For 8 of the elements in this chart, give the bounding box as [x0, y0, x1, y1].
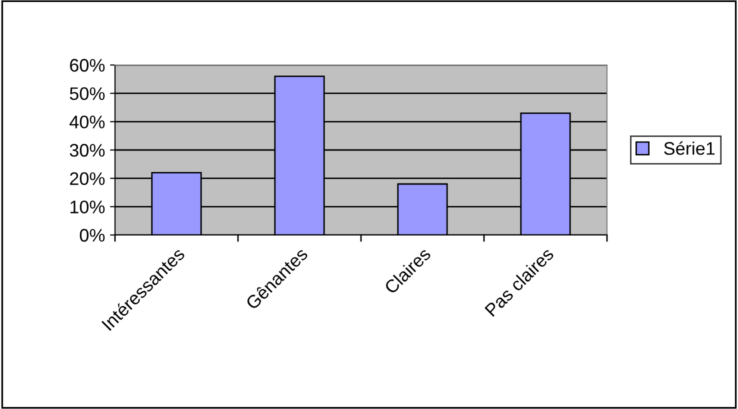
y-tick-label: 20% — [70, 172, 105, 186]
y-tick-label: 50% — [70, 87, 105, 100]
legend-label: Série1 — [664, 141, 715, 155]
y-tick-label: 60% — [70, 58, 105, 72]
y-tick-label: 30% — [70, 144, 105, 157]
y-tick-label: 0% — [80, 228, 105, 242]
y-tick-label: 10% — [70, 200, 105, 214]
y-tick-label: 40% — [70, 116, 105, 128]
